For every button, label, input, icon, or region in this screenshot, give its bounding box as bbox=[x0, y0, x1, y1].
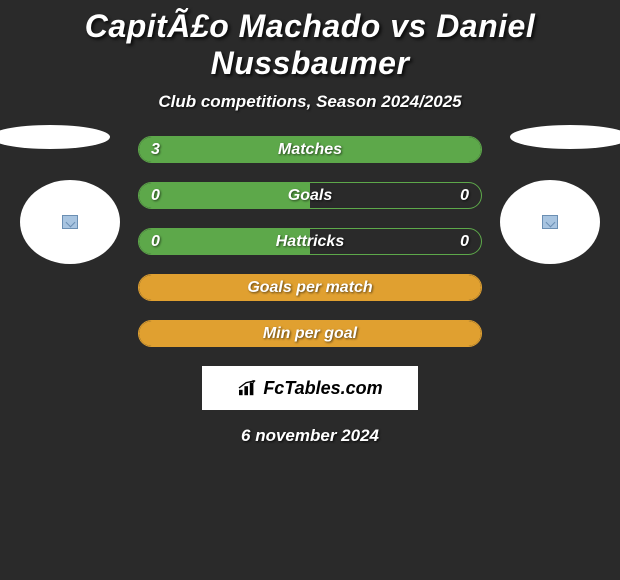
branding-text: FcTables.com bbox=[263, 378, 382, 399]
stat-row: Min per goal bbox=[138, 320, 482, 347]
stat-row: Goals per match bbox=[138, 274, 482, 301]
chart-icon bbox=[237, 379, 259, 397]
stat-label: Hattricks bbox=[276, 233, 344, 251]
stat-label: Min per goal bbox=[263, 325, 357, 343]
date-label: 6 november 2024 bbox=[0, 426, 620, 446]
decor-ellipse-left bbox=[0, 125, 110, 149]
stat-row: 3 Matches bbox=[138, 136, 482, 163]
stat-value-right: 0 bbox=[460, 233, 469, 251]
stat-value-right: 0 bbox=[460, 187, 469, 205]
stat-value-left: 0 bbox=[151, 187, 160, 205]
decor-ellipse-right bbox=[510, 125, 620, 149]
page-title: CapitÃ£o Machado vs Daniel Nussbaumer bbox=[0, 8, 620, 82]
stat-fill bbox=[139, 183, 310, 208]
branding-badge: FcTables.com bbox=[202, 366, 418, 410]
stat-label: Goals per match bbox=[247, 279, 372, 297]
stat-rows: 3 Matches 0 Goals 0 0 Hattricks 0 Goals per matc… bbox=[138, 136, 482, 347]
stat-value-left: 3 bbox=[151, 141, 160, 159]
stat-label: Matches bbox=[278, 141, 342, 159]
stat-row: 0 Goals 0 bbox=[138, 182, 482, 209]
player-avatar-left bbox=[20, 180, 120, 264]
player-avatar-right bbox=[500, 180, 600, 264]
subtitle: Club competitions, Season 2024/2025 bbox=[0, 92, 620, 112]
stat-row: 0 Hattricks 0 bbox=[138, 228, 482, 255]
stat-label: Goals bbox=[288, 187, 332, 205]
stat-value-left: 0 bbox=[151, 233, 160, 251]
image-placeholder-icon bbox=[542, 215, 558, 229]
image-placeholder-icon bbox=[62, 215, 78, 229]
